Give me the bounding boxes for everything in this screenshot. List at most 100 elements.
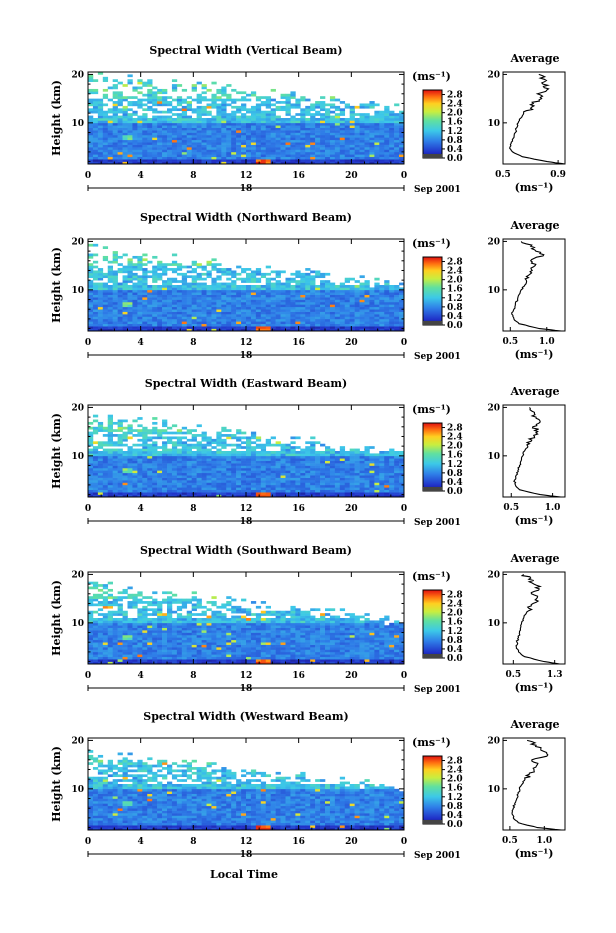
heatmap-cell [281, 326, 286, 329]
heatmap-cell [384, 152, 389, 155]
heatmap-cell [394, 287, 399, 290]
heatmap-cell [345, 128, 350, 131]
heatmap-cell [88, 618, 93, 621]
heatmap-cell [172, 254, 177, 257]
heatmap-cell [384, 154, 389, 157]
heatmap-cell [389, 321, 394, 324]
heatmap-cell [128, 287, 133, 290]
heatmap-cell [271, 113, 276, 116]
heatmap-cell [118, 295, 123, 298]
heatmap-cell [335, 135, 340, 138]
heatmap-cell [93, 321, 98, 324]
heatmap-cell [128, 432, 133, 435]
heatmap-cell [128, 113, 133, 116]
heatmap-cell [310, 292, 315, 295]
heatmap-cell [162, 473, 167, 476]
heatmap-cell [177, 101, 182, 104]
heatmap-cell [128, 116, 133, 119]
heatmap-cell [88, 314, 93, 317]
heatmap-cell [152, 137, 157, 140]
heatmap-cell [394, 290, 399, 293]
heatmap-cell [236, 295, 241, 298]
heatmap-cell [98, 485, 103, 488]
heatmap-cell [360, 145, 365, 148]
heatmap-cell [256, 142, 261, 145]
heatmap-cell [251, 300, 256, 303]
heatmap-cell [365, 316, 370, 319]
heatmap-cell [335, 321, 340, 324]
heatmap-cell [157, 314, 162, 317]
heatmap-cell [132, 140, 137, 143]
heatmap-cell [256, 490, 261, 493]
heatmap-cell [276, 463, 281, 466]
heatmap-cell [221, 140, 226, 143]
heatmap-cell [305, 285, 310, 288]
heatmap-cell [281, 458, 286, 461]
heatmap-cell [350, 123, 355, 126]
heatmap-cell [192, 268, 197, 271]
heatmap-cell [137, 429, 142, 432]
heatmap-cell [128, 130, 133, 133]
heatmap-cell [330, 461, 335, 464]
heatmap-cell [221, 478, 226, 481]
heatmap-cell [147, 101, 152, 104]
colorbar-unit: (ms⁻¹) [412, 70, 451, 83]
heatmap-cell [271, 135, 276, 138]
heatmap-cell [142, 321, 147, 324]
heatmap-cell [216, 145, 221, 148]
heatmap-cell [236, 130, 241, 133]
heatmap-cell [108, 485, 113, 488]
heatmap-cell [369, 314, 374, 317]
heatmap-cell [207, 300, 212, 303]
heatmap-cell [216, 453, 221, 456]
heatmap-cell [137, 278, 142, 281]
heatmap-cell [187, 485, 192, 488]
heatmap-cell [207, 123, 212, 126]
heatmap-cell [197, 324, 202, 327]
heatmap-cell [241, 461, 246, 464]
heatmap-cell [108, 147, 113, 150]
heatmap-cell [350, 130, 355, 133]
heatmap-cell [182, 453, 187, 456]
heatmap-cell [167, 108, 172, 111]
heatmap-cell [236, 458, 241, 461]
heatmap-cell [310, 135, 315, 138]
heatmap-cell [365, 470, 370, 473]
heatmap-cell [369, 300, 374, 303]
heatmap-cell [147, 96, 152, 99]
heatmap-cell [369, 106, 374, 109]
heatmap-cell [128, 159, 133, 162]
heatmap-cell [300, 278, 305, 281]
heatmap-cell [167, 473, 172, 476]
heatmap-cell [132, 312, 137, 315]
heatmap-cell [211, 295, 216, 298]
heatmap-cell [142, 275, 147, 278]
heatmap-cell [142, 319, 147, 322]
heatmap-cell [271, 152, 276, 155]
heatmap-cell [315, 319, 320, 322]
heatmap-cell [113, 302, 118, 305]
heatmap-cell [365, 137, 370, 140]
heatmap-cell [167, 280, 172, 283]
heatmap-cell [192, 157, 197, 160]
heatmap-cell [152, 149, 157, 152]
heatmap-cell [295, 473, 300, 476]
heatmap-cell [360, 275, 365, 278]
heatmap-cell [394, 456, 399, 459]
heatmap-cell [221, 113, 226, 116]
heatmap-cell [266, 101, 271, 104]
heatmap-cell [187, 159, 192, 162]
heatmap-cell [98, 475, 103, 478]
heatmap-cell [251, 461, 256, 464]
heatmap-cell [197, 273, 202, 276]
heatmap-cell [113, 290, 118, 293]
heatmap-cell [123, 487, 128, 490]
heatmap-cell [113, 275, 118, 278]
heatmap-cell [281, 312, 286, 315]
heatmap-cell [384, 292, 389, 295]
heatmap-cell [113, 130, 118, 133]
heatmap-cell [365, 492, 370, 495]
heatmap-cell [93, 270, 98, 273]
heatmap-cell [355, 480, 360, 483]
heatmap-cell [207, 140, 212, 143]
